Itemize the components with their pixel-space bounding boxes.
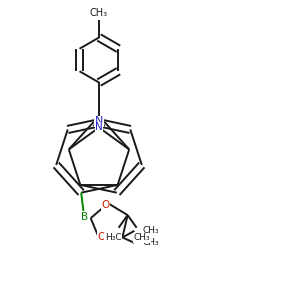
Text: O: O — [98, 232, 106, 242]
Text: H₃C: H₃C — [105, 233, 122, 242]
Text: CH₃: CH₃ — [134, 233, 150, 242]
Text: N: N — [95, 116, 103, 127]
Text: B: B — [81, 212, 88, 222]
Text: N: N — [95, 122, 103, 133]
Text: CH₃: CH₃ — [143, 226, 159, 235]
Text: O: O — [101, 200, 110, 210]
Text: CH₃: CH₃ — [90, 8, 108, 18]
Text: B: B — [81, 212, 88, 222]
Text: CH₃: CH₃ — [143, 238, 159, 247]
